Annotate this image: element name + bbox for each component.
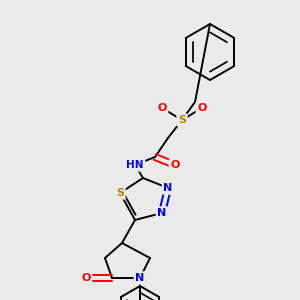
Text: O: O — [157, 103, 167, 113]
Text: HN: HN — [126, 160, 144, 170]
Text: O: O — [197, 103, 207, 113]
Text: O: O — [81, 273, 91, 283]
Text: O: O — [170, 160, 180, 170]
Text: S: S — [178, 115, 186, 125]
Text: N: N — [135, 273, 145, 283]
Text: N: N — [164, 183, 172, 193]
Text: S: S — [116, 188, 124, 198]
Text: N: N — [158, 208, 166, 218]
